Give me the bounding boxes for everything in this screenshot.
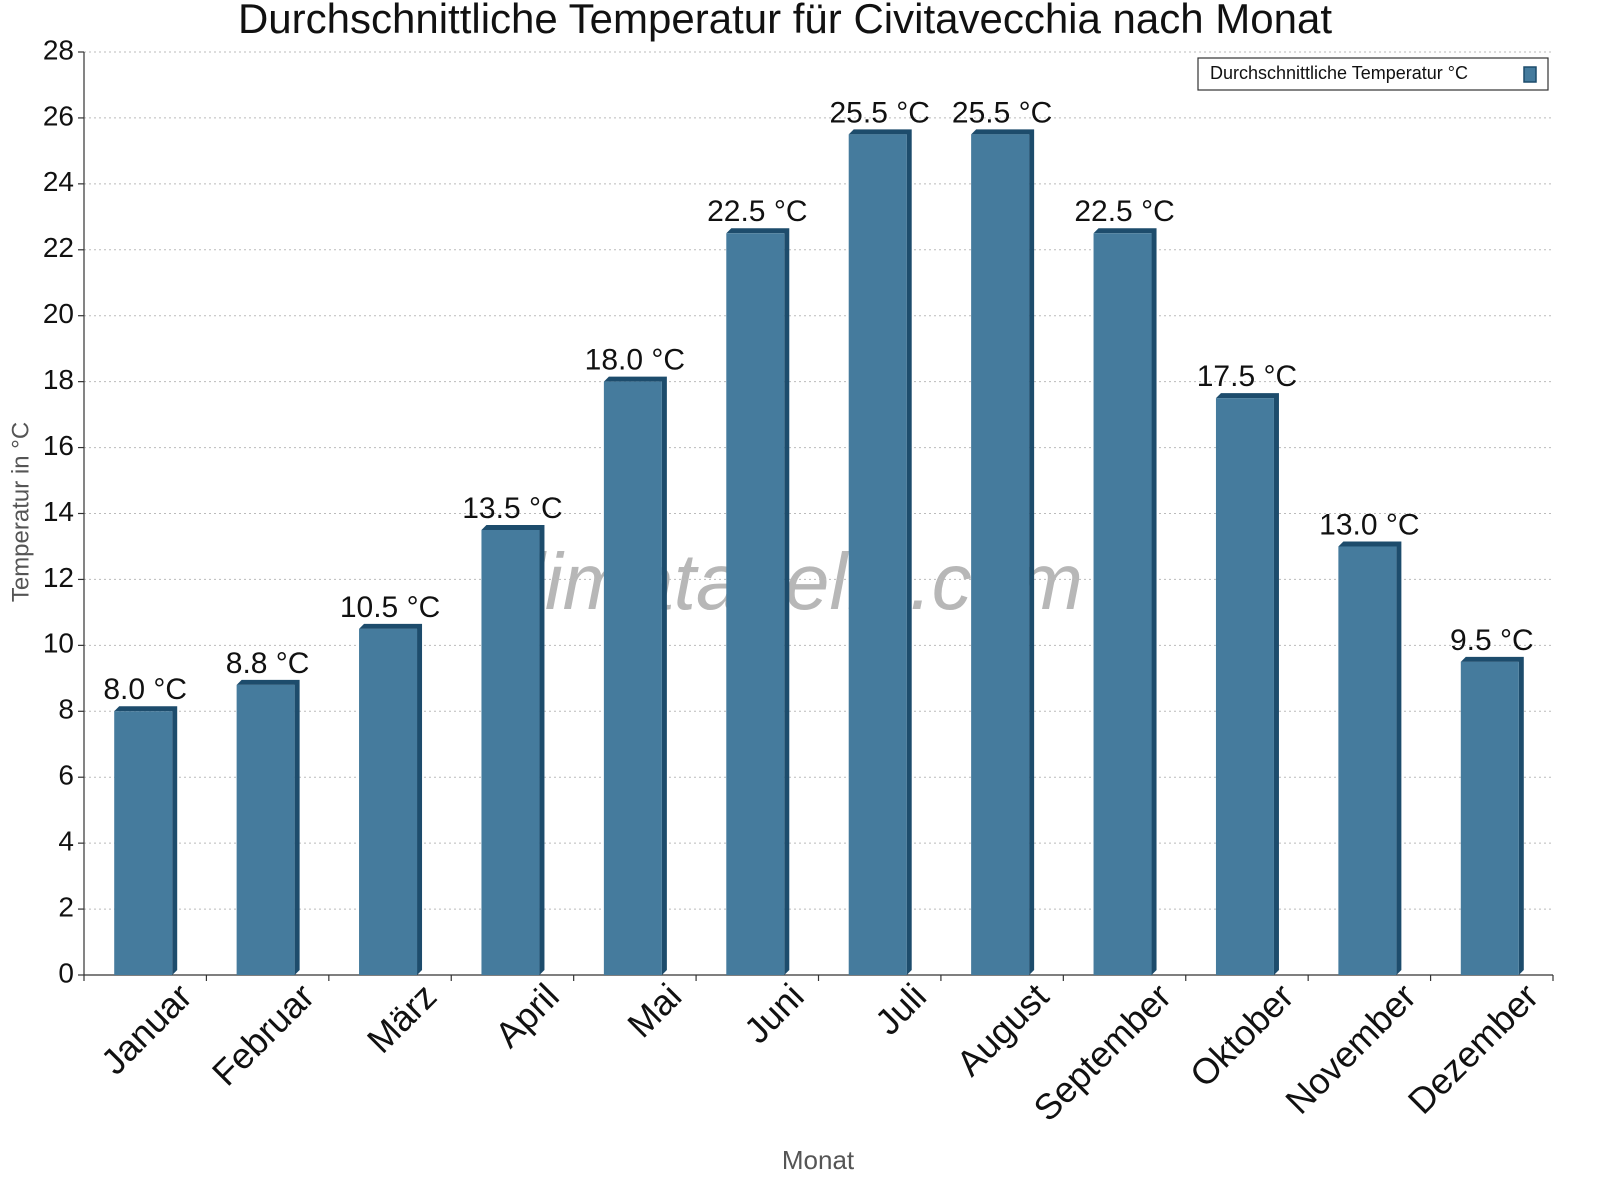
y-tick-label: 16 [43,430,74,461]
y-tick-label: 20 [43,298,74,329]
bar [236,684,295,975]
y-tick-label: 26 [43,100,74,131]
x-tick-label: März [359,975,445,1061]
value-label: 25.5 °C [952,96,1052,129]
bar [603,381,662,976]
bar [1338,546,1397,975]
value-label: 22.5 °C [1074,195,1174,228]
bar [1460,661,1519,975]
x-tick-label: Juli [867,975,934,1042]
y-tick-label: 18 [43,364,74,395]
bar [1093,233,1152,975]
bar [481,529,540,975]
bar [848,134,907,976]
y-tick-label: 0 [58,957,74,988]
bar [971,134,1030,976]
y-tick-label: 28 [43,34,74,65]
value-label: 18.0 °C [585,344,685,377]
value-label: 22.5 °C [707,195,807,228]
legend-label: Durchschnittliche Temperatur °C [1210,63,1468,83]
bar [359,628,418,975]
legend-swatch [1523,66,1537,83]
x-tick-label: Mai [619,975,689,1045]
x-tick-label: November [1277,975,1423,1121]
legend: Durchschnittliche Temperatur °C [1197,57,1549,91]
y-tick-label: 12 [43,562,74,593]
bar [726,233,785,975]
bar [1215,398,1274,975]
y-tick-label: 10 [43,628,74,659]
y-tick-label: 6 [58,760,74,791]
x-tick-label: Juni [736,975,812,1051]
y-tick-label: 8 [58,694,74,725]
value-label: 8.0 °C [103,673,187,706]
y-axis-label: Temperatur in °C [7,422,34,602]
x-axis-label: Monat [782,1145,855,1175]
value-label: 10.5 °C [340,591,440,624]
x-tick-label: Februar [204,975,322,1093]
value-label: 8.8 °C [226,647,310,680]
x-tick-label: August [948,975,1056,1083]
bar [114,711,173,975]
value-label: 17.5 °C [1197,360,1297,393]
y-tick-label: 14 [43,496,74,527]
y-tick-label: 2 [58,891,74,922]
chart-title: Durchschnittliche Temperatur für Civitav… [238,0,1332,42]
y-tick-label: 24 [43,166,74,197]
legend-box [1197,57,1549,91]
value-label: 9.5 °C [1450,624,1534,657]
y-tick-label: 4 [58,826,74,857]
x-tick-label: April [487,975,567,1055]
y-tick-label: 22 [43,232,74,263]
value-label: 13.0 °C [1319,508,1419,541]
x-tick-label: Dezember [1400,975,1546,1121]
x-tick-label: Januar [93,975,200,1082]
value-label: 25.5 °C [830,96,930,129]
x-tick-label: Oktober [1182,975,1302,1095]
value-label: 13.5 °C [462,492,562,525]
